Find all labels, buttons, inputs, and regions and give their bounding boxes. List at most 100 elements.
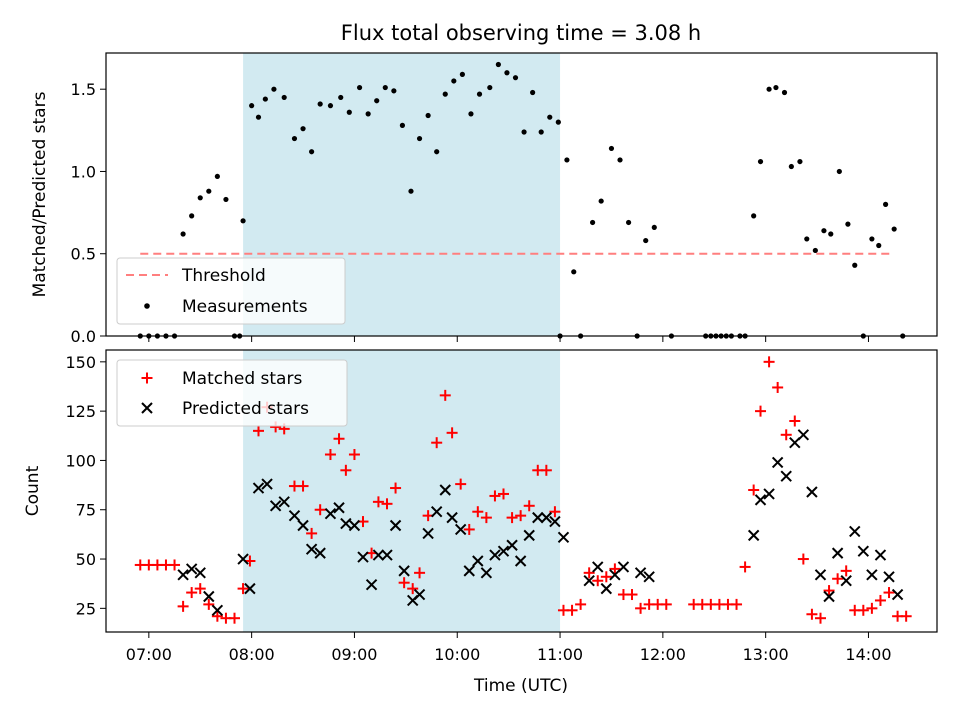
matched-star-point xyxy=(857,604,869,616)
predicted-star-point xyxy=(617,561,630,573)
measurement-point xyxy=(356,84,363,91)
predicted-star-point xyxy=(780,470,792,482)
matched-star-point xyxy=(814,612,826,624)
measurement-point xyxy=(487,84,493,91)
matched-star-point xyxy=(306,527,318,539)
predicted-star-mark-b xyxy=(278,496,290,508)
matched-star-point xyxy=(626,589,638,601)
matched-star-point xyxy=(566,604,578,616)
bottom-x-tick-label: 12:00 xyxy=(640,645,686,664)
predicted-star-point xyxy=(244,582,256,595)
predicted-star-point xyxy=(422,527,434,540)
predicted-star-mark-b xyxy=(592,561,604,573)
matched-star-point xyxy=(324,449,336,461)
measurement-point xyxy=(309,149,315,155)
predicted-star-point xyxy=(237,553,249,565)
predicted-star-mark-b xyxy=(305,543,318,555)
matched-star-point xyxy=(789,415,801,427)
measurement-point xyxy=(882,201,889,207)
legend-measurements-swatch xyxy=(144,303,150,309)
predicted-star-mark-b xyxy=(324,507,337,520)
measurement-point xyxy=(821,228,827,234)
matched-star-point xyxy=(883,587,895,599)
predicted-star-mark-b xyxy=(480,567,493,579)
matched-star-point xyxy=(731,598,743,610)
predicted-star-mark-b xyxy=(514,555,527,567)
matched-star-point xyxy=(635,602,647,614)
bottom-y-tick-label: 150 xyxy=(65,353,96,372)
predicted-star-mark-b xyxy=(600,582,613,595)
predicted-star-point xyxy=(497,545,510,557)
measurement-point xyxy=(374,98,380,104)
predicted-star-mark-b xyxy=(763,488,775,500)
matched-star-point xyxy=(229,612,241,624)
matched-star-point xyxy=(840,565,852,577)
predicted-star-mark-b xyxy=(874,549,887,561)
predicted-star-point xyxy=(532,511,544,524)
predicted-star-mark-b xyxy=(617,561,630,573)
predicted-star-point xyxy=(381,549,393,561)
matched-star-point xyxy=(549,506,561,518)
predicted-star-point xyxy=(365,578,378,591)
bottom-plot-frame xyxy=(105,349,938,633)
measurement-point xyxy=(327,103,334,109)
predicted-star-point xyxy=(797,429,810,441)
measurement-point xyxy=(797,158,803,165)
matched-star-point xyxy=(446,427,458,439)
bottom-panel: 25 50 75 100 125 150 07:00 08:00 09:00 10:00 11:0… xyxy=(23,349,938,696)
predicted-star-point xyxy=(557,531,570,544)
predicted-star-point xyxy=(634,567,647,579)
measurement-point xyxy=(521,129,527,135)
predicted-star-mark-b xyxy=(365,578,378,591)
predicted-star-mark-b xyxy=(446,511,458,524)
predicted-star-point xyxy=(814,569,827,581)
measurement-point xyxy=(495,61,501,68)
bottom-y-tick-label: 100 xyxy=(65,451,96,470)
measurement-point xyxy=(869,236,875,242)
legend-matched-swatch xyxy=(141,372,153,384)
measurement-point xyxy=(197,195,203,201)
measurement-point xyxy=(442,91,448,97)
matched-star-point xyxy=(348,449,360,461)
measurement-point xyxy=(206,188,212,194)
predicted-star-mark-b xyxy=(439,484,451,496)
predicted-star-mark-b xyxy=(747,529,760,542)
predicted-star-mark-b xyxy=(780,470,792,482)
bottom-y-tick-label: 125 xyxy=(65,402,96,421)
top-y-tick-label: 0.5 xyxy=(71,245,96,264)
top-panel: 0.0 0.5 1.0 1.5 Matched/Predicted stars Thr… xyxy=(30,52,938,346)
predicted-star-point xyxy=(549,515,561,528)
predicted-star-mark-b xyxy=(381,549,393,561)
measurement-point xyxy=(852,262,858,268)
measurement-point xyxy=(434,149,440,155)
measurement-point xyxy=(766,86,772,92)
predicted-star-mark-b xyxy=(430,505,443,518)
measurement-point xyxy=(317,101,323,107)
predicted-star-mark-b xyxy=(583,575,595,587)
predicted-star-point xyxy=(771,456,784,469)
predicted-star-mark-b xyxy=(857,545,870,557)
matched-star-point xyxy=(583,567,595,579)
predicted-star-point xyxy=(324,507,337,520)
predicted-star-mark-b xyxy=(806,486,818,498)
matched-star-point xyxy=(748,484,760,496)
predicted-star-point xyxy=(643,571,655,583)
predicted-star-mark-b xyxy=(194,567,206,579)
predicted-star-point xyxy=(288,509,301,522)
bottom-y-tick-label: 50 xyxy=(76,550,96,569)
predicted-star-point xyxy=(261,478,273,490)
measurement-point xyxy=(617,157,623,163)
measurement-point xyxy=(291,135,298,142)
predicted-star-mark-b xyxy=(557,531,570,544)
matched-star-point xyxy=(806,608,818,620)
measurement-point xyxy=(240,218,246,224)
predicted-star-mark-b xyxy=(754,494,767,506)
predicted-star-mark-b xyxy=(398,565,410,577)
bottom-legend: Matched stars Predicted stars xyxy=(116,359,348,427)
measurement-point xyxy=(214,173,220,180)
top-plot-frame xyxy=(105,52,938,337)
matched-star-point xyxy=(523,500,535,512)
predicted-star-mark-b xyxy=(348,519,361,532)
predicted-star-point xyxy=(506,539,518,551)
predicted-star-point xyxy=(348,519,361,532)
